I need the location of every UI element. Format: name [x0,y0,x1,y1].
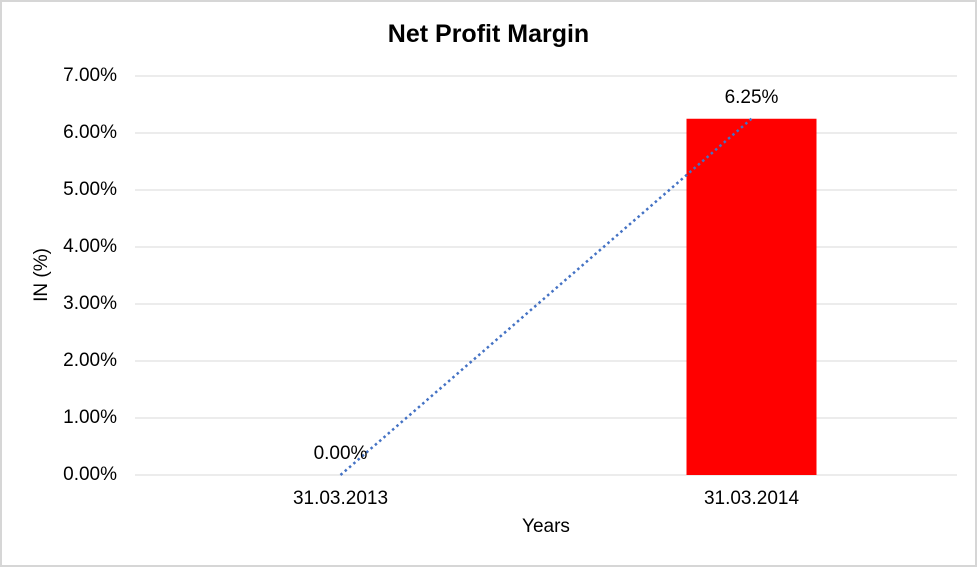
y-tick-label: 7.00% [63,65,117,86]
y-tick-label: 5.00% [63,179,117,200]
chart-title: Net Profit Margin [387,20,590,48]
data-label: 6.25% [724,86,779,108]
y-tick-label: 0.00% [63,464,117,485]
y-tick-label: 3.00% [63,293,117,314]
y-tick-label: 2.00% [63,350,117,371]
y-tick-label: 1.00% [63,407,117,428]
x-tick-label: 31.03.2014 [703,488,800,509]
x-axis-title: Years [522,516,570,537]
data-label: 0.00% [313,443,368,464]
y-tick-label: 4.00% [63,236,117,257]
x-tick-label: 31.03.2013 [292,488,389,509]
y-tick-label: 6.00% [63,122,117,143]
bar-31.03.2014 [686,118,817,475]
